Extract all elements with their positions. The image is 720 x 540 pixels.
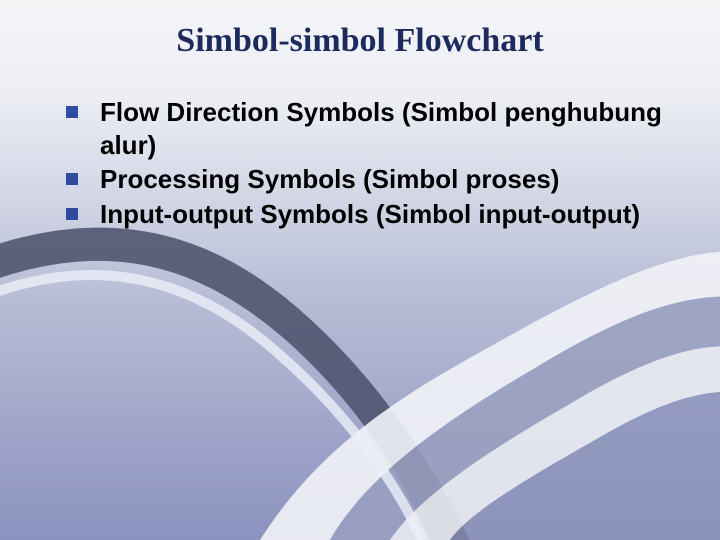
- bullet-list: Flow Direction Symbols (Simbol penghubun…: [60, 96, 680, 232]
- wave-inner-light: [390, 346, 720, 540]
- bullet-icon: [66, 208, 78, 220]
- slide: Simbol-simbol Flowchart Flow Direction S…: [0, 0, 720, 540]
- list-item: Processing Symbols (Simbol proses): [60, 163, 680, 196]
- wave-lower-fill: [450, 392, 720, 540]
- bullet-icon: [66, 173, 78, 185]
- bullet-text: Flow Direction Symbols (Simbol penghubun…: [100, 96, 680, 161]
- wave-mid-fill: [330, 296, 720, 540]
- bullet-icon: [66, 106, 78, 118]
- list-item: Flow Direction Symbols (Simbol penghubun…: [60, 96, 680, 161]
- wave-light-stroke: [260, 252, 720, 540]
- slide-title: Simbol-simbol Flowchart: [0, 22, 720, 60]
- list-item: Input-output Symbols (Simbol input-outpu…: [60, 198, 680, 231]
- bullet-text: Processing Symbols (Simbol proses): [100, 163, 559, 196]
- decorative-waves: [0, 0, 720, 540]
- wave-highlight: [0, 275, 422, 540]
- wave-dark: [0, 228, 470, 540]
- bullet-text: Input-output Symbols (Simbol input-outpu…: [100, 198, 640, 231]
